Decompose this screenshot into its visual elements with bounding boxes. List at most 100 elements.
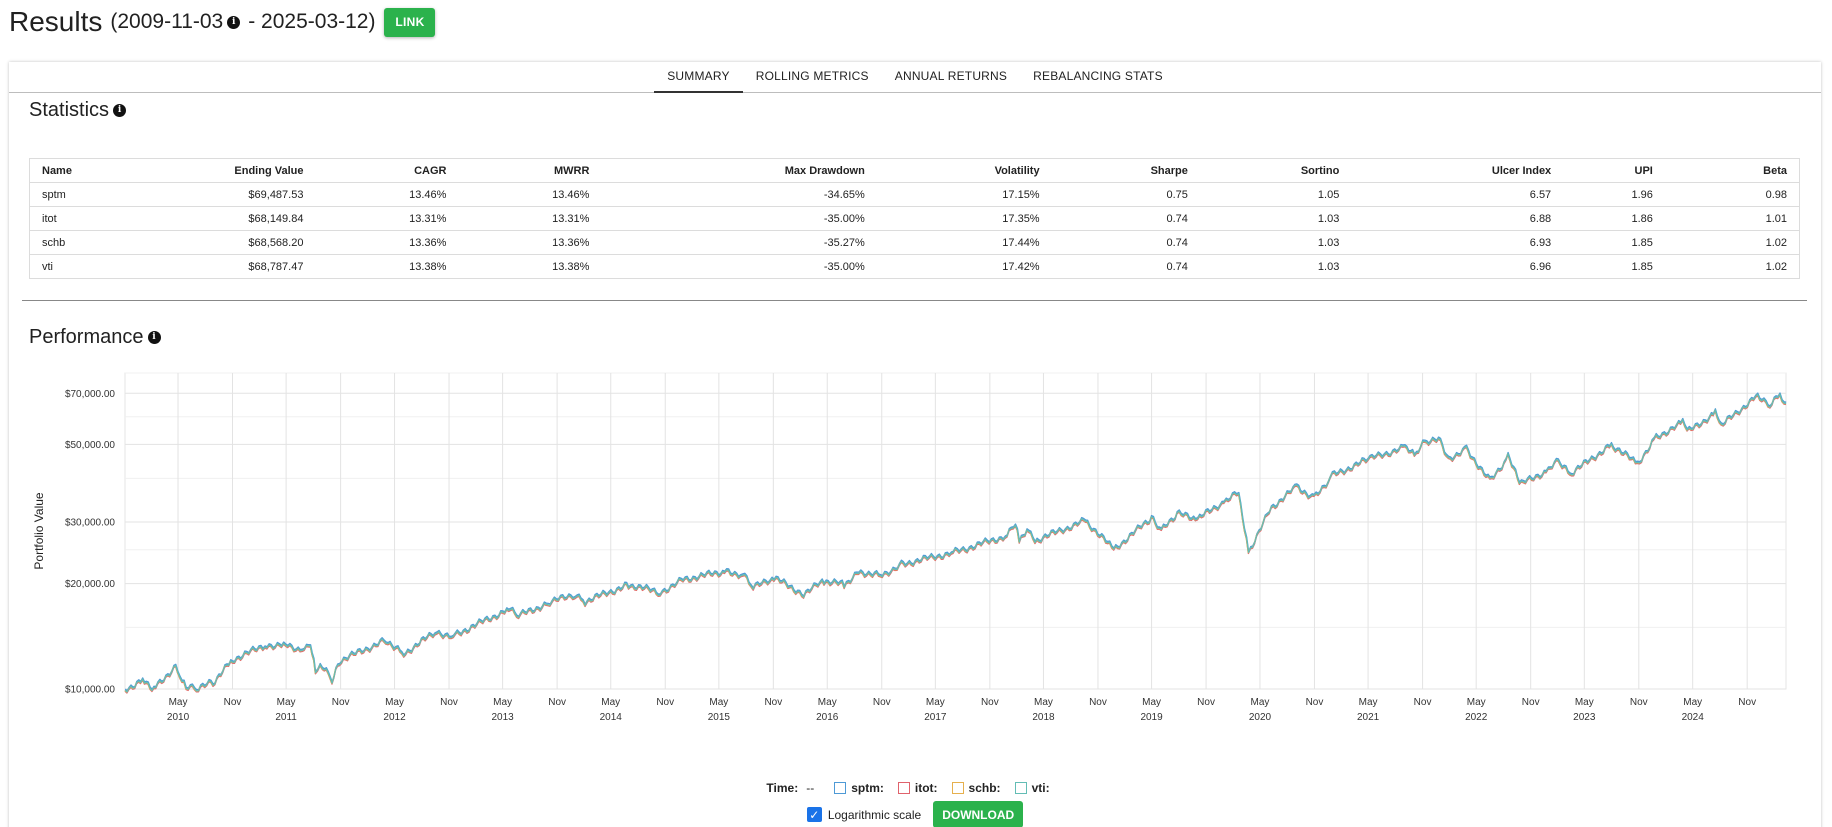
y-tick-label: $30,000.00 (65, 518, 115, 529)
x-tick-year: 2011 (275, 712, 297, 723)
table-cell: 0.74 (1051, 230, 1200, 255)
table-row: sptm $69,487.53 13.46% 13.46% -34.65% 17… (29, 182, 1800, 207)
y-tick-label: $20,000.00 (65, 579, 115, 590)
results-card: SUMMARY ROLLING METRICS ANNUAL RETURNS R… (9, 62, 1821, 827)
x-tick-month: May (1251, 697, 1270, 708)
table-cell: 13.46% (315, 182, 459, 207)
table-cell: -35.00% (601, 206, 877, 231)
statistics-heading: Statistics i (29, 99, 127, 122)
legend-item-itot[interactable]: itot: (897, 781, 938, 795)
col-header[interactable]: UPI (1563, 158, 1665, 183)
tab-annual-returns[interactable]: ANNUAL RETURNS (894, 69, 1008, 83)
x-tick-year: 2018 (1032, 712, 1055, 723)
x-tick-month: Nov (548, 697, 566, 708)
table-cell: 13.38% (315, 254, 459, 279)
x-tick-year: 2014 (600, 712, 623, 723)
x-tick-month: Nov (224, 697, 242, 708)
tab-rebalancing-stats[interactable]: REBALANCING STATS (1033, 69, 1163, 83)
log-scale-label[interactable]: Logarithmic scale (827, 807, 922, 822)
table-cell: 13.36% (315, 230, 459, 255)
info-icon[interactable]: i (227, 15, 241, 29)
x-tick-month: May (1467, 697, 1486, 708)
table-cell: $69,487.53 (177, 182, 316, 207)
table-cell: itot (29, 206, 178, 231)
chart-controls: ✓ Logarithmic scale DOWNLOAD (9, 801, 1821, 827)
col-header[interactable]: Sortino (1199, 158, 1352, 183)
table-row: schb $68,568.20 13.36% 13.36% -35.27% 17… (29, 230, 1800, 255)
col-header[interactable]: Max Drawdown (601, 158, 877, 183)
link-button[interactable]: LINK (384, 7, 436, 37)
legend-label: schb: (968, 781, 1001, 795)
x-tick-year: 2016 (816, 712, 839, 723)
log-scale-checkbox[interactable]: ✓ (806, 807, 822, 822)
col-header[interactable]: CAGR (315, 158, 459, 183)
table-cell: 6.93 (1351, 230, 1564, 255)
table-cell: 0.74 (1051, 254, 1200, 279)
table-cell: 13.31% (458, 206, 602, 231)
table-cell: -35.27% (601, 230, 877, 255)
table-cell: 1.86 (1563, 206, 1665, 231)
legend-label: itot: (914, 781, 938, 795)
series-line-sptm (124, 392, 1787, 692)
table-cell: 1.05 (1199, 182, 1352, 207)
col-header[interactable]: Sharpe (1051, 158, 1200, 183)
table-cell: -34.65% (601, 182, 877, 207)
tab-bar: SUMMARY ROLLING METRICS ANNUAL RETURNS R… (9, 62, 1821, 93)
table-cell: 0.98 (1664, 182, 1800, 207)
legend-swatch (951, 782, 964, 794)
table-cell: vti (29, 254, 178, 279)
x-tick-month: May (1034, 697, 1053, 708)
col-header[interactable]: Volatility (876, 158, 1052, 183)
table-cell: 0.74 (1051, 206, 1200, 231)
table-cell: 17.35% (876, 206, 1052, 231)
table-cell: 13.38% (458, 254, 602, 279)
table-cell: 13.31% (315, 206, 459, 231)
col-header[interactable]: Name (29, 158, 178, 183)
x-tick-month: May (169, 697, 188, 708)
legend-label: sptm: (851, 781, 884, 795)
x-tick-month: May (385, 697, 404, 708)
table-cell: 6.57 (1351, 182, 1564, 207)
performance-heading: Performance i (29, 326, 161, 349)
time-label: Time: (766, 781, 799, 795)
page-title: Results (9, 6, 103, 37)
series-line-vti (124, 393, 1787, 693)
performance-title: Performance (29, 326, 144, 348)
section-divider (22, 300, 1807, 301)
x-tick-month: Nov (1630, 697, 1648, 708)
y-axis-label: Portfolio Value (32, 492, 46, 569)
col-header[interactable]: Ulcer Index (1351, 158, 1564, 183)
x-tick-month: May (926, 697, 945, 708)
statistics-table: Name Ending Value CAGR MWRR Max Drawdown… (29, 158, 1800, 279)
x-tick-month: Nov (1089, 697, 1107, 708)
x-tick-month: May (1359, 697, 1378, 708)
x-tick-year: 2021 (1357, 712, 1380, 723)
x-tick-month: Nov (873, 697, 891, 708)
y-tick-label: $70,000.00 (65, 389, 115, 400)
table-header-row: Name Ending Value CAGR MWRR Max Drawdown… (29, 158, 1800, 183)
x-tick-month: Nov (1738, 697, 1756, 708)
statistics-info-icon[interactable]: i (113, 104, 127, 117)
tab-summary[interactable]: SUMMARY (654, 62, 743, 93)
legend-item-schb[interactable]: schb: (951, 781, 1001, 795)
range-end: - 2025-03-12) (248, 10, 376, 33)
x-tick-month: Nov (656, 697, 674, 708)
col-header[interactable]: Ending Value (177, 158, 316, 183)
legend-item-vti[interactable]: vti: (1014, 781, 1050, 795)
performance-info-icon[interactable]: i (147, 331, 161, 344)
col-header[interactable]: MWRR (458, 158, 602, 183)
x-tick-month: Nov (1414, 697, 1432, 708)
table-cell: 6.88 (1351, 206, 1564, 231)
table-cell: 1.03 (1199, 206, 1352, 231)
legend-swatch (897, 782, 910, 794)
legend-item-sptm[interactable]: sptm: (834, 781, 884, 795)
download-button[interactable]: DOWNLOAD (933, 801, 1024, 827)
table-cell: 1.96 (1563, 182, 1665, 207)
table-cell: $68,149.84 (177, 206, 316, 231)
x-tick-month: Nov (1197, 697, 1215, 708)
tab-rolling-metrics[interactable]: ROLLING METRICS (755, 69, 869, 83)
performance-chart[interactable]: $10,000.00 $20,000.00 $30,000.00 $50,000.00… (9, 362, 1821, 777)
table-cell: schb (29, 230, 178, 255)
col-header[interactable]: Beta (1664, 158, 1800, 183)
x-tick-month: May (709, 697, 728, 708)
